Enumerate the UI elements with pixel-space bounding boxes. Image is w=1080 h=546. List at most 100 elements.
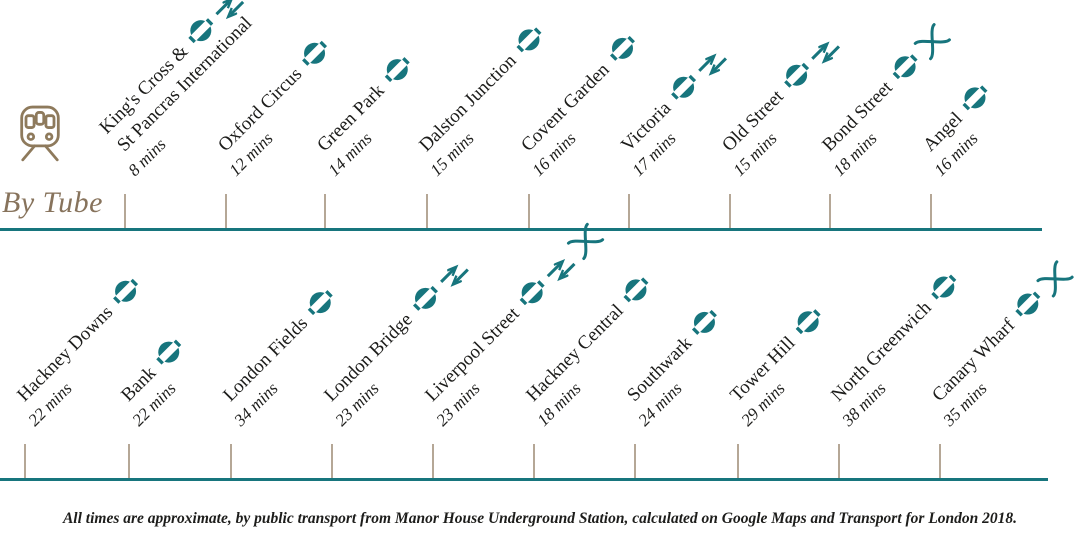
station-label: Dalston Junction 15 mins: [405, 20, 567, 182]
roundel-icon: [924, 267, 964, 307]
station-label: Oxford Circus 12 mins: [204, 33, 353, 182]
national-rail-icon: [808, 36, 842, 70]
station: Covent Garden 16 mins: [517, 36, 635, 228]
station-name: Oxford Circus: [204, 33, 335, 164]
station-name: Green Park: [303, 50, 418, 165]
tick-mark: [930, 194, 932, 228]
station-label: Victoria 17 mins: [607, 41, 748, 182]
station: Green Park 14 mins: [313, 57, 410, 228]
station-name: Dalston Junction: [405, 20, 549, 164]
tick-mark: [628, 194, 630, 228]
station-name: Covent Garden: [507, 29, 642, 164]
roundel-icon: [885, 47, 925, 87]
roundel-icon: [301, 283, 341, 323]
station: Victoria 17 mins: [617, 53, 728, 228]
station: London Fields 34 mins: [219, 289, 334, 478]
station: Bank 22 mins: [117, 339, 182, 478]
station: Tower Hill 29 mins: [726, 309, 821, 478]
station-label: Angel 16 mins: [909, 78, 1013, 182]
station-name: Southwark: [613, 302, 725, 414]
station-name: Victoria: [607, 41, 730, 164]
tick-mark: [838, 444, 840, 478]
national-rail-icon: [437, 259, 471, 293]
station-name: Old Street: [708, 30, 843, 165]
tick-mark: [324, 194, 326, 228]
crossrail-icon: [566, 222, 605, 261]
roundel-icon: [664, 67, 704, 107]
station-name: Liverpool Street: [411, 220, 605, 414]
station-label: Green Park 14 mins: [303, 50, 435, 182]
roundel-icon: [616, 270, 656, 310]
station-label: Old Street 15 mins: [708, 30, 860, 182]
station: Oxford Circus 12 mins: [214, 40, 328, 228]
roundel-icon: [181, 11, 221, 51]
station-label: Covent Garden 16 mins: [507, 29, 660, 182]
roundel-icon: [106, 271, 146, 311]
station-label: Hackney Downs 22 mins: [3, 271, 164, 432]
station-label: Hackney Central 18 mins: [512, 270, 674, 432]
station: Hackney Downs 22 mins: [13, 278, 139, 478]
roundel-icon: [149, 332, 189, 372]
station-name: London Bridge: [310, 253, 472, 415]
tick-mark: [729, 194, 731, 228]
station-label: London Fields 34 mins: [209, 283, 358, 432]
station-name: Angel: [909, 78, 996, 165]
station: Angel 16 mins: [919, 85, 988, 228]
national-rail-icon: [213, 0, 247, 25]
station: Canary Wharf 35 mins: [928, 260, 1074, 478]
roundel-icon: [295, 33, 335, 73]
station-name: North Greenwich: [817, 267, 964, 414]
tick-mark: [128, 444, 130, 478]
station-name: London Fields: [209, 283, 341, 415]
train-front-icon: [12, 104, 68, 164]
roundel-icon: [956, 78, 996, 118]
tick-mark: [432, 444, 434, 478]
tick-mark: [331, 444, 333, 478]
station-label: Tower Hill 29 mins: [716, 302, 846, 432]
station-label: London Bridge 23 mins: [310, 253, 489, 432]
station: Southwark 24 mins: [623, 309, 718, 478]
station-label: Bond Street 18 mins: [808, 20, 970, 182]
tick-mark: [829, 194, 831, 228]
station: North Greenwich 38 mins: [827, 274, 957, 478]
national-rail-icon: [696, 48, 730, 82]
mode-label: By Tube: [2, 186, 103, 219]
station-name: Hackney Downs: [3, 271, 146, 414]
station-name: King's Cross &EUROSTAR: [85, 0, 285, 147]
station: Bond Street 18 mins: [818, 22, 952, 228]
tick-mark: [634, 444, 636, 478]
station-name: Bank: [107, 332, 189, 414]
crossrail-icon: [913, 22, 952, 61]
tick-mark: [533, 444, 535, 478]
station-name: Hackney Central: [512, 270, 656, 414]
roundel-icon: [377, 50, 417, 90]
roundel-icon: [1008, 284, 1048, 324]
roundel-icon: [512, 273, 552, 313]
bottom-baseline: [0, 478, 1048, 481]
roundel-icon: [777, 56, 817, 96]
footnote: All times are approximate, by public tra…: [62, 510, 1018, 527]
station-name: Tower Hill: [716, 302, 828, 414]
tick-mark: [426, 194, 428, 228]
station-label: Canary Wharf 35 mins: [918, 257, 1080, 432]
station-name: Bond Street: [808, 20, 952, 164]
station-label: Bank 22 mins: [107, 332, 207, 432]
roundel-icon: [602, 29, 642, 69]
top-baseline: [0, 228, 1042, 231]
station: Dalston Junction 15 mins: [415, 27, 542, 228]
station-label: Liverpool Street 23 mins: [411, 220, 623, 432]
station: King's Cross &EUROSTARSt Pancras Interna…: [95, 0, 256, 228]
station: Liverpool Street 23 mins: [421, 222, 605, 478]
station-label: King's Cross &EUROSTARSt Pancras Interna…: [85, 0, 321, 182]
roundel-icon: [509, 20, 549, 60]
station: Hackney Central 18 mins: [522, 277, 649, 478]
national-rail-icon: [544, 253, 578, 287]
tick-mark: [225, 194, 227, 228]
station-name: Canary Wharf: [918, 257, 1075, 414]
station: Old Street 15 mins: [718, 41, 840, 228]
crossrail-icon: [1035, 260, 1074, 299]
station-label: North Greenwich 38 mins: [817, 267, 982, 432]
roundel-icon: [788, 302, 828, 342]
tick-mark: [230, 444, 232, 478]
